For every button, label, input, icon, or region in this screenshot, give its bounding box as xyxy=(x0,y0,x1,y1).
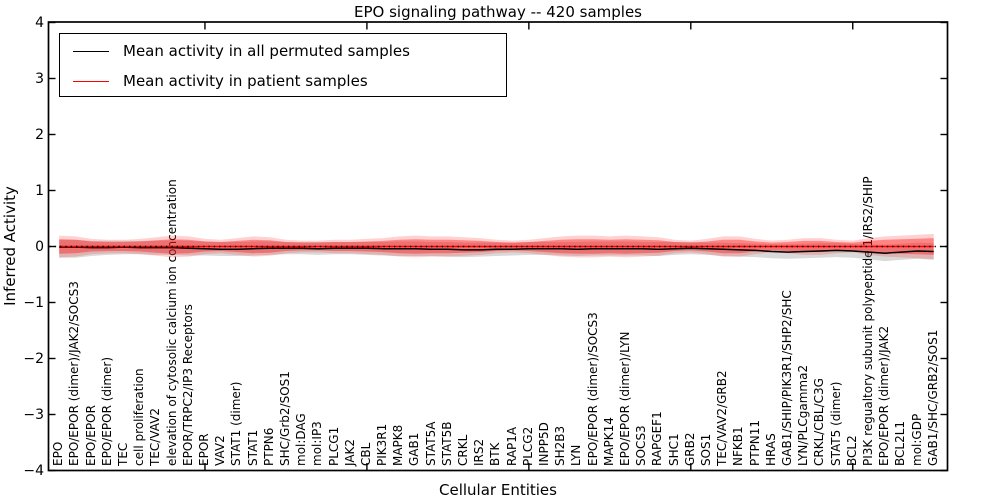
legend-item-patient: Mean activity in patient samples xyxy=(60,71,368,91)
gray-confidence-band xyxy=(59,239,934,262)
legend-item-permuted: Mean activity in all permuted samples xyxy=(60,41,410,61)
y-tick-label: −4 xyxy=(23,462,44,479)
legend-line-permuted-icon xyxy=(73,50,109,52)
legend: Mean activity in all permuted samples Me… xyxy=(59,33,507,97)
x-axis-label: Cellular Entities xyxy=(439,481,557,499)
y-tick-label: 4 xyxy=(35,14,44,31)
y-tick-label: 2 xyxy=(35,126,44,143)
axes-frame xyxy=(47,21,949,472)
legend-line-patient-icon xyxy=(73,80,109,82)
y-tick-label: 1 xyxy=(35,182,44,199)
y-tick-label: 3 xyxy=(35,70,44,87)
y-tick-label: −3 xyxy=(23,406,44,423)
y-tick-labels: 4 3 2 1 0 −1 −2 −3 −4 xyxy=(0,0,44,500)
y-tick-label: 0 xyxy=(35,238,44,255)
legend-label-patient: Mean activity in patient samples xyxy=(123,72,368,90)
permuted-mean-line xyxy=(59,246,934,254)
y-tick-label: −1 xyxy=(23,294,44,311)
legend-label-permuted: Mean activity in all permuted samples xyxy=(123,42,410,60)
chart-title: EPO signaling pathway -- 420 samples xyxy=(354,3,642,21)
y-tick-label: −2 xyxy=(23,350,44,367)
